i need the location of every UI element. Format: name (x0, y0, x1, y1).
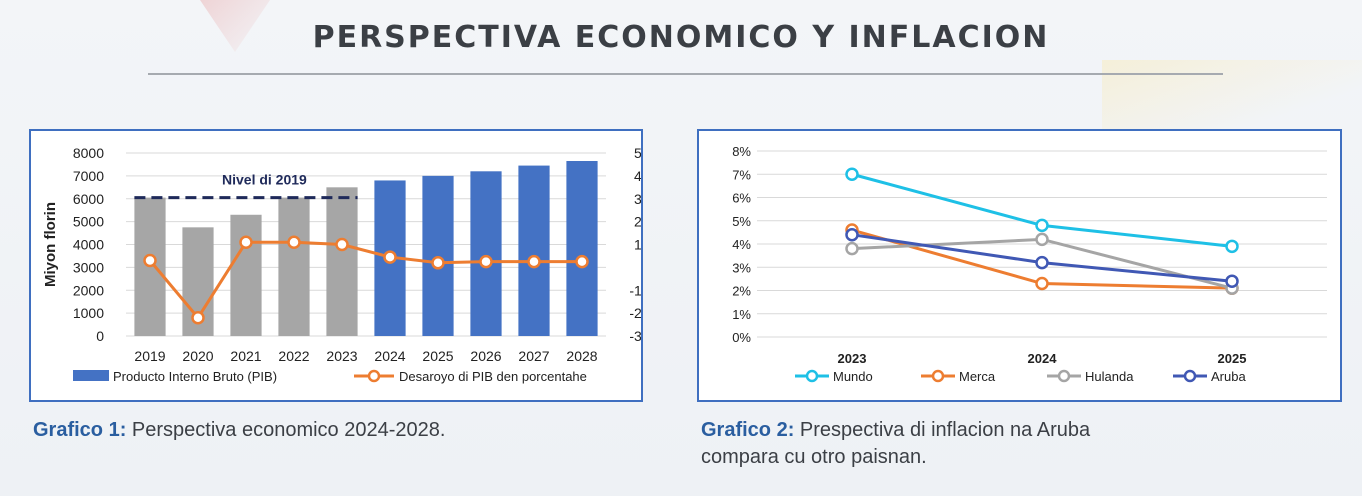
chart2-caption-label: Grafico 2: (701, 419, 795, 441)
chart1-caption: Grafico 1: Perspectiva economico 2024-20… (33, 417, 445, 444)
growth-point (191, 310, 205, 325)
bar (278, 197, 310, 336)
legend-marker-mundo (805, 369, 819, 383)
series-point-aruba (1035, 255, 1049, 270)
y-tick-label: 5% (732, 214, 751, 229)
y-axis-label: Miyon florin (42, 202, 59, 287)
y-tick-label: 0% (732, 330, 751, 345)
x-tick-label: 2028 (566, 348, 597, 364)
growth-point (383, 250, 397, 264)
bar (422, 175, 454, 336)
series-point-hulanda (845, 241, 859, 256)
chart2-caption: Grafico 2: Prespectiva di inflacion na A… (701, 417, 1090, 471)
series-point-aruba (1225, 274, 1239, 288)
legend-label-hulanda: Hulanda (1085, 369, 1134, 384)
legend-marker-hulanda (1057, 369, 1071, 383)
y2-tick-label: -20% (629, 305, 641, 321)
series-point-merca (1035, 276, 1049, 291)
y-tick-label: 6000 (73, 191, 104, 207)
gdp-chart: 0 1000 2000 3000 4000 5000 6000 7000 8000 -30% -20… (42, 145, 641, 384)
y-tick-label: 7000 (73, 168, 104, 184)
x-tick-label: 2022 (278, 348, 309, 364)
y-tick-label: 5000 (73, 214, 104, 230)
legend-label-growth: Desaroyo di PIB den porcentahe (399, 369, 587, 384)
y-tick-label: 4000 (73, 237, 104, 253)
growth-line (148, 240, 582, 321)
y2-tick-label: 20% (634, 214, 641, 230)
series-point-aruba (845, 227, 859, 242)
inflation-chart: 0% 1% 2% 3% 4% 5% 6% 7% 8% 2023 2024 2025 Mundo Merca… (732, 144, 1327, 384)
x-tick-label: 2019 (134, 348, 165, 364)
legend-marker-growth (367, 369, 381, 383)
y2-tick-label: 30% (634, 191, 641, 207)
legend-label-gdp: Producto Interno Bruto (PIB) (113, 369, 277, 384)
y-tick-label: 3000 (73, 259, 104, 275)
legend-swatch-gdp (73, 370, 109, 381)
y-tick-label: 0 (96, 328, 104, 344)
series-point-mundo (1035, 218, 1049, 233)
x-tick-label: 2027 (518, 348, 549, 364)
growth-point (239, 235, 253, 249)
series-point-mundo (845, 167, 859, 181)
y-tick-label: 2000 (73, 282, 104, 298)
y-tick-label: 7% (732, 167, 751, 182)
x-tick-label: 2024 (374, 348, 405, 364)
legend-marker-merca (931, 369, 945, 383)
y2-tick-label: 50% (634, 145, 641, 161)
page-title: PERSPECTIVA ECONOMICO Y INFLACION (312, 20, 1050, 55)
x-tick-label: 2025 (1218, 351, 1247, 366)
y-tick-label: 8000 (73, 145, 104, 161)
x-tick-label: 2024 (1028, 351, 1058, 366)
y2-tick-label: 10% (634, 237, 641, 253)
x-tick-label: 2021 (230, 348, 261, 364)
series-point-hulanda (1035, 232, 1049, 247)
chart2-caption-line2: compara cu otro paisnan. (701, 446, 927, 468)
y-tick-label: 6% (732, 191, 751, 206)
chart1-caption-label: Grafico 1: (33, 419, 127, 441)
reference-label: Nivel di 2019 (222, 172, 307, 188)
legend-label-mundo: Mundo (833, 369, 873, 384)
legend-label-aruba: Aruba (1211, 369, 1246, 384)
legend-marker-aruba (1183, 369, 1197, 383)
growth-point (287, 235, 301, 249)
bar (230, 214, 262, 336)
growth-point (431, 256, 445, 270)
growth-point (527, 254, 541, 269)
bar (518, 165, 550, 336)
chart2-caption-line1: Prespectiva di inflacion na Aruba (794, 419, 1091, 441)
bar (566, 161, 598, 336)
x-tick-label: 2026 (470, 348, 501, 364)
x-tick-label: 2020 (182, 348, 213, 364)
x-tick-label: 2023 (326, 348, 357, 364)
chart-panel-inflation: 0% 1% 2% 3% 4% 5% 6% 7% 8% 2023 2024 2025 Mundo Merca… (697, 129, 1342, 402)
chart-panel-gdp: 0 1000 2000 3000 4000 5000 6000 7000 8000 -30% -20… (29, 129, 643, 402)
legend-label-merca: Merca (959, 369, 996, 384)
y-tick-label: 8% (732, 144, 751, 159)
growth-point (575, 254, 589, 269)
bar (470, 171, 502, 336)
series-point-mundo (1225, 239, 1239, 254)
y-tick-label: 3% (732, 260, 751, 275)
y-tick-label: 4% (732, 237, 751, 252)
growth-point (143, 253, 157, 268)
title-divider (148, 73, 1223, 75)
chart1-caption-text: Perspectiva economico 2024-2028. (126, 419, 446, 441)
bar (326, 187, 358, 336)
y-tick-label: 1% (732, 307, 751, 322)
y-tick-label: 2% (732, 284, 751, 299)
x-tick-label: 2023 (838, 351, 867, 366)
x-tick-label: 2025 (422, 348, 453, 364)
background-stripe (1102, 60, 1362, 140)
y2-tick-label: -10% (629, 282, 641, 298)
y-tick-label: 1000 (73, 305, 104, 321)
growth-point (335, 237, 349, 252)
growth-point (479, 254, 493, 269)
y2-tick-label: 40% (634, 168, 641, 184)
y2-tick-label: -30% (629, 328, 641, 344)
